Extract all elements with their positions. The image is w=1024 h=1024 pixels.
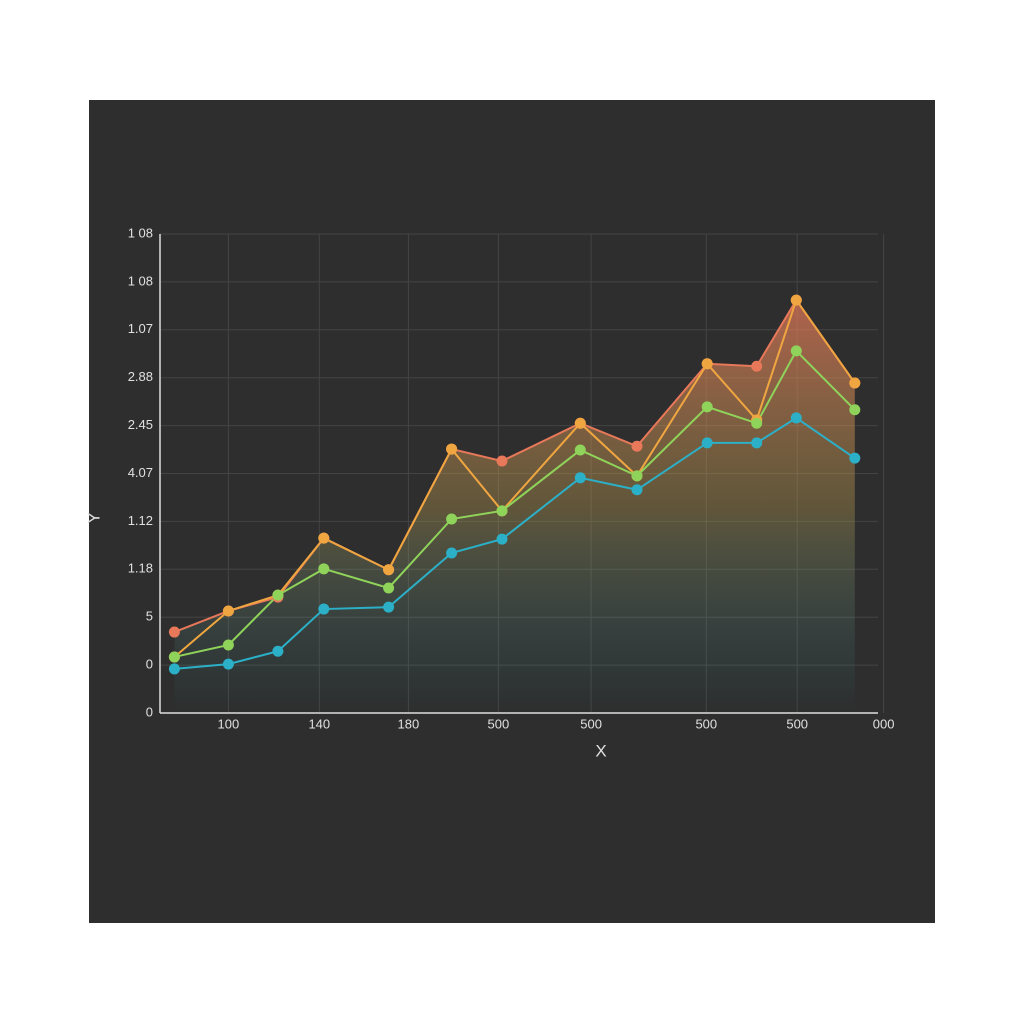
point bbox=[496, 455, 508, 467]
x-tick-label: 500 bbox=[488, 716, 510, 731]
y-tick-label: 4.07 bbox=[128, 465, 153, 480]
point bbox=[318, 563, 330, 575]
point bbox=[383, 601, 395, 613]
point bbox=[496, 533, 508, 545]
point bbox=[631, 484, 643, 496]
y-tick-label: 1.12 bbox=[128, 513, 153, 528]
point bbox=[790, 412, 802, 424]
y-tick-label: 0 bbox=[146, 704, 153, 719]
point bbox=[272, 589, 284, 601]
point bbox=[631, 470, 643, 482]
point bbox=[318, 603, 330, 615]
y-tick-label: 2.88 bbox=[128, 369, 153, 384]
point bbox=[383, 582, 395, 594]
x-tick-label: 140 bbox=[308, 716, 330, 731]
x-tick-label: 180 bbox=[398, 716, 420, 731]
point bbox=[751, 417, 763, 429]
point bbox=[222, 639, 234, 651]
y-tick-label: 1.18 bbox=[128, 561, 153, 576]
point bbox=[496, 505, 508, 517]
point bbox=[849, 404, 861, 416]
point bbox=[446, 513, 458, 525]
point bbox=[631, 440, 643, 452]
x-axis-label: X bbox=[595, 741, 606, 760]
point bbox=[272, 645, 284, 657]
y-tick-label: 1 08 bbox=[128, 273, 153, 288]
point bbox=[222, 658, 234, 670]
point bbox=[701, 358, 713, 370]
x-tick-label: 100 bbox=[218, 716, 240, 731]
y-tick-label: 1.07 bbox=[128, 321, 153, 336]
x-tick-label: 500 bbox=[786, 716, 808, 731]
point bbox=[446, 547, 458, 559]
point bbox=[222, 605, 234, 617]
point bbox=[383, 564, 395, 576]
point bbox=[849, 377, 861, 389]
point bbox=[751, 360, 763, 372]
point bbox=[168, 626, 180, 638]
area bbox=[174, 300, 855, 713]
plot: 0 0 5 1.18 1.12 4.07 2.45 2.88 1.07 1 08 1 08 100 14… bbox=[128, 225, 895, 731]
y-tick-label: 0 bbox=[146, 657, 153, 672]
point bbox=[168, 651, 180, 663]
point bbox=[574, 417, 586, 429]
point bbox=[574, 444, 586, 456]
point bbox=[790, 345, 802, 357]
point bbox=[751, 437, 763, 449]
y-axis-label: Y bbox=[84, 512, 103, 523]
y-tick-label: 5 bbox=[146, 609, 153, 624]
x-tick-label: 500 bbox=[695, 716, 717, 731]
y-tick-label: 2.45 bbox=[128, 417, 153, 432]
y-tick-label: 1 08 bbox=[128, 225, 153, 240]
x-tick-label: 500 bbox=[580, 716, 602, 731]
point bbox=[849, 452, 861, 464]
point bbox=[790, 294, 802, 306]
point bbox=[701, 401, 713, 413]
point bbox=[574, 472, 586, 484]
point bbox=[168, 663, 180, 675]
x-tick-label: 000 bbox=[873, 716, 895, 731]
point bbox=[701, 437, 713, 449]
point bbox=[318, 532, 330, 544]
point bbox=[446, 443, 458, 455]
